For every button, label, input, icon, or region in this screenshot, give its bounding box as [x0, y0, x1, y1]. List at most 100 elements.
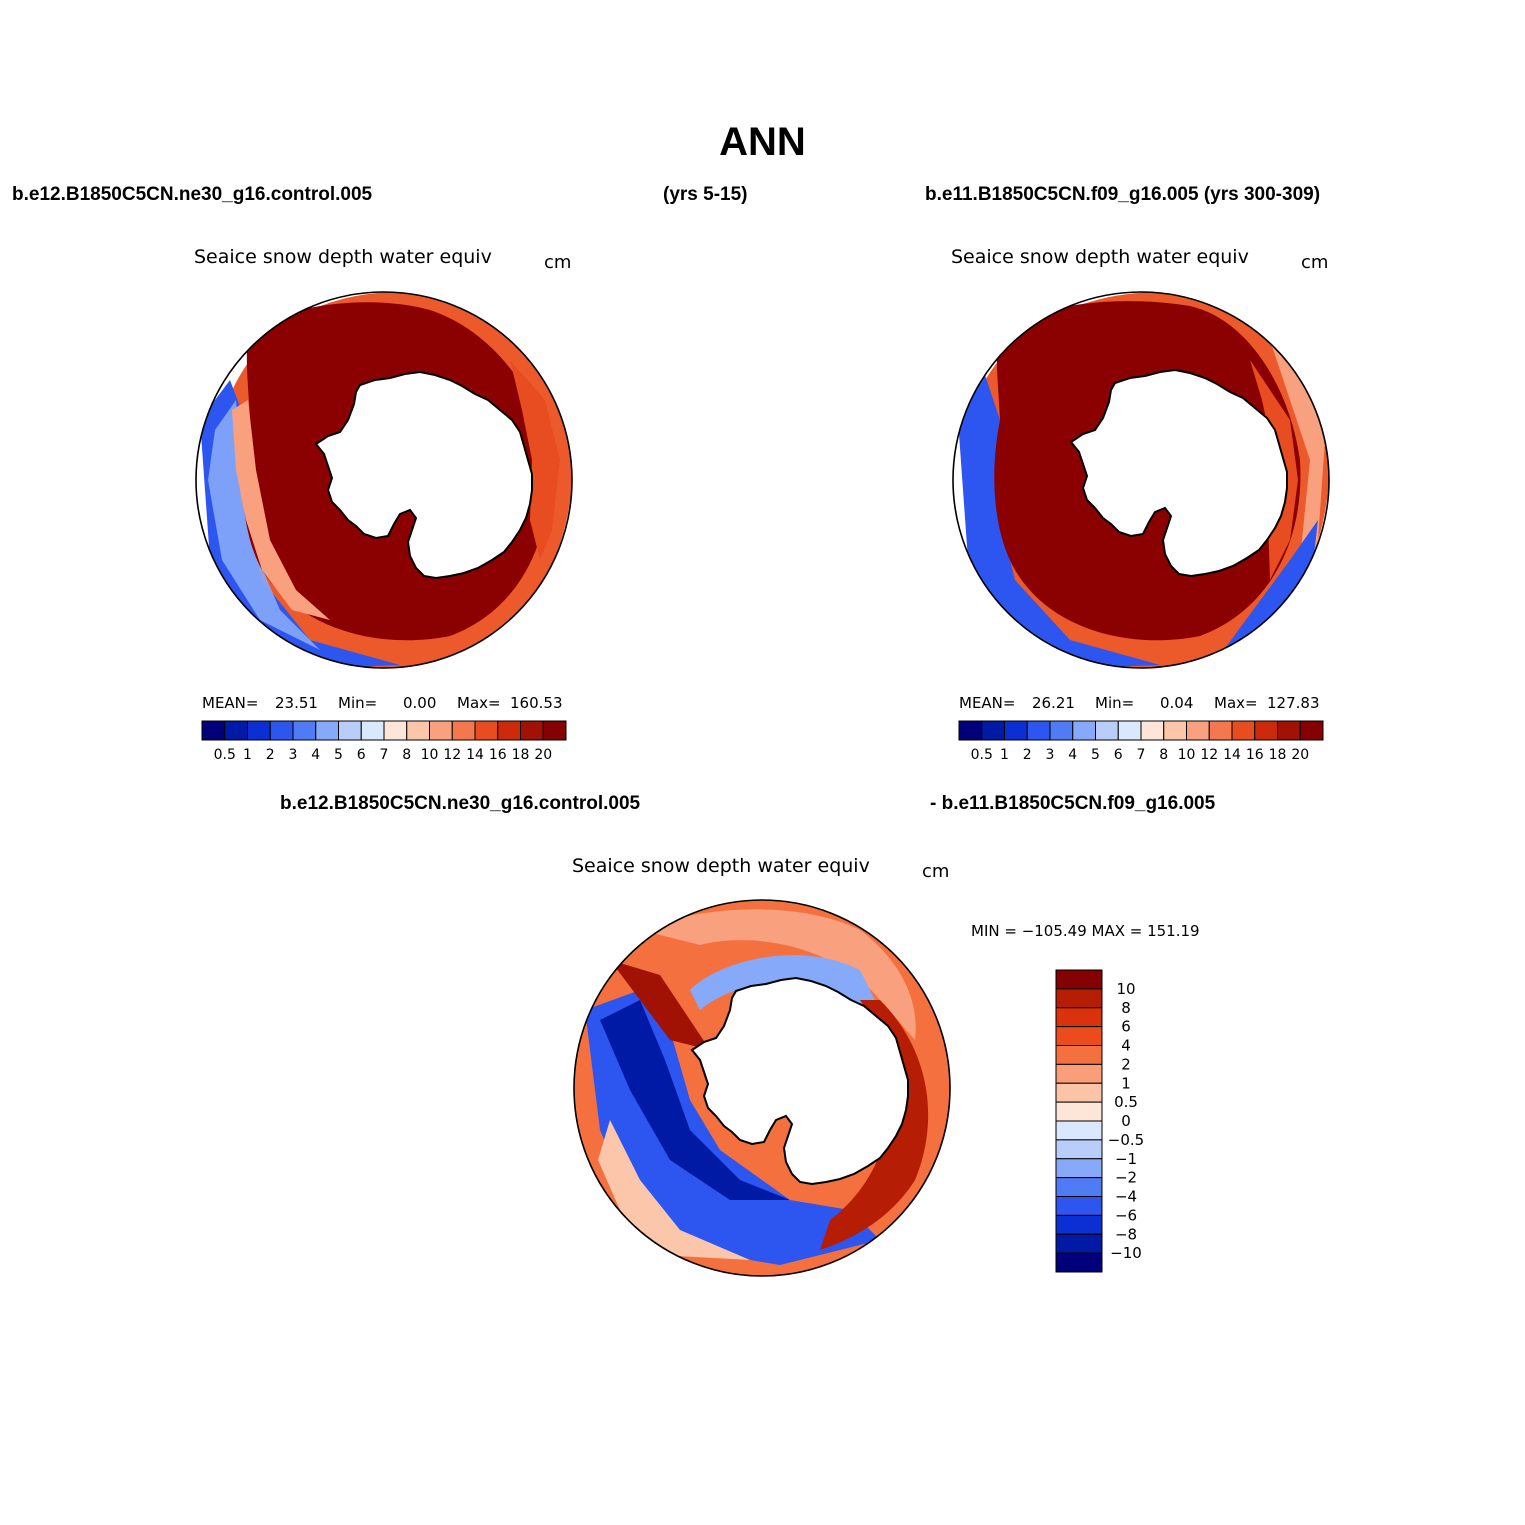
- colorbar1-tick-label: 3: [289, 747, 298, 763]
- colorbar1-tick-label: 6: [357, 747, 366, 763]
- colorbar2-swatch: [981, 720, 1005, 741]
- colorbar2-swatch: [958, 720, 983, 741]
- colorbar-diff-tick-label: −0.5: [1108, 1131, 1144, 1149]
- colorbar1-swatch: [406, 720, 430, 741]
- panel1-mean-label: MEAN=: [202, 694, 259, 712]
- colorbar1-tick-label: 18: [512, 747, 530, 763]
- colorbar2-swatch: [1163, 720, 1187, 741]
- colorbar2-tick-label: 10: [1178, 747, 1196, 763]
- page-title: ANN: [719, 120, 806, 164]
- panel1-units: cm: [544, 252, 572, 273]
- colorbar1-tick-label: 8: [402, 747, 411, 763]
- colorbar2-swatch: [1231, 720, 1256, 741]
- colorbar1-swatch: [474, 720, 499, 741]
- colorbar2-swatch: [1299, 720, 1324, 741]
- colorbar1-swatch: [451, 720, 476, 741]
- diff-minmax: MIN = −105.49 MAX = 151.19: [971, 922, 1200, 940]
- colorbar2-tick-label: 1: [1000, 747, 1009, 763]
- case1-label: b.e12.B1850C5CN.ne30_g16.control.005: [12, 184, 373, 205]
- colorbar-diff-tick-label: 0.5: [1114, 1093, 1138, 1111]
- case1-years: (yrs 5-15): [663, 184, 748, 205]
- colorbar1-swatch: [315, 720, 339, 741]
- panel2-blue-fringe: [958, 375, 1160, 668]
- colorbar2-tick-label: 6: [1114, 747, 1123, 763]
- colorbar-diff-tick-label: −4: [1115, 1188, 1137, 1206]
- colorbar2-tick-label: 16: [1246, 747, 1264, 763]
- colorbar2-swatch: [1049, 720, 1074, 741]
- colorbar1-tick-label: 10: [421, 747, 439, 763]
- panel1-max: 160.53: [510, 694, 563, 712]
- colorbar-diff-swatch: [1055, 988, 1103, 1009]
- colorbar1-tick-label: 2: [266, 747, 275, 763]
- colorbar2-swatch: [1095, 720, 1119, 741]
- colorbar-diff-tick-label: −1: [1115, 1150, 1137, 1168]
- diff-panel-title: Seaice snow depth water equiv: [572, 855, 870, 877]
- colorbar2-tick-label: 0.5: [971, 747, 993, 763]
- panel1-max-label: Max=: [457, 694, 501, 712]
- colorbar-diff-tick-label: 0: [1121, 1112, 1131, 1130]
- panel2-min: 0.04: [1160, 694, 1194, 712]
- colorbar2-swatch: [1026, 720, 1051, 741]
- colorbar-diff-tick-label: −10: [1110, 1244, 1142, 1262]
- colorbar1-tick-label: 0.5: [214, 747, 236, 763]
- colorbar1-tick-label: 5: [334, 747, 343, 763]
- colorbar2-tick-label: 4: [1068, 747, 1077, 763]
- colorbar-diff-tick-label: 1: [1121, 1074, 1131, 1092]
- colorbar-diff-swatch: [1055, 1252, 1103, 1273]
- colorbar1-swatch: [224, 720, 248, 741]
- panel2-max-label: Max=: [1214, 694, 1258, 712]
- colorbar-diff-swatch: [1055, 1139, 1103, 1160]
- colorbar-diff-swatch: [1055, 1082, 1103, 1103]
- colorbar2-tick-label: 20: [1291, 747, 1309, 763]
- colorbar-diff-swatch: [1055, 1158, 1103, 1179]
- colorbar1-tick-label: 7: [380, 747, 389, 763]
- colorbar1-tick-label: 1: [243, 747, 252, 763]
- colorbar2-swatch: [1140, 720, 1165, 741]
- colorbar1-tick-label: 12: [443, 747, 461, 763]
- colorbar1-swatch: [520, 720, 544, 741]
- map-panel-1: [195, 291, 573, 669]
- map-panel-2: [952, 291, 1330, 669]
- colorbar-diff-swatch: [1055, 1063, 1103, 1084]
- colorbar-panel2: 0.5 1 2 3 4 5 6 7 8 10 12 14 16 18 20: [958, 720, 1324, 763]
- colorbar2-swatch: [1004, 720, 1028, 741]
- colorbar-diff-swatch: [1055, 1233, 1103, 1254]
- colorbar1-swatch: [338, 720, 362, 741]
- colorbar-diff-tick-label: −8: [1115, 1225, 1137, 1243]
- colorbar-diff-swatch: [1055, 1045, 1103, 1065]
- colorbar2-swatch: [1254, 720, 1278, 741]
- colorbar-diff-swatch: [1055, 1007, 1103, 1028]
- colorbar1-swatch: [292, 720, 317, 741]
- panel1-mean: 23.51: [275, 694, 318, 712]
- panel1-title: Seaice snow depth water equiv: [194, 246, 492, 268]
- colorbar1-swatch: [383, 720, 408, 741]
- colorbar-diff-swatch: [1055, 1026, 1103, 1046]
- colorbar1-swatch: [247, 720, 271, 741]
- colorbar1-swatch: [542, 720, 567, 741]
- colorbar-diff-tick-label: 8: [1121, 999, 1131, 1017]
- colorbar-diff-swatch: [1055, 1214, 1103, 1235]
- diff-case2-label: - b.e11.B1850C5CN.f09_g16.005: [930, 793, 1216, 814]
- colorbar2-swatch: [1277, 720, 1301, 741]
- colorbar2-tick-label: 2: [1023, 747, 1032, 763]
- panel1-min: 0.00: [403, 694, 437, 712]
- colorbar1-tick-label: 14: [466, 747, 484, 763]
- colorbar2-swatch: [1186, 720, 1210, 741]
- colorbar2-swatch: [1117, 720, 1142, 741]
- colorbar-diff-swatch: [1055, 969, 1103, 990]
- panel2-min-label: Min=: [1095, 694, 1135, 712]
- colorbar-diff-tick-label: −2: [1115, 1169, 1137, 1187]
- panel2-mean-label: MEAN=: [959, 694, 1016, 712]
- colorbar2-tick-label: 5: [1091, 747, 1100, 763]
- colorbar-diff-tick-label: 2: [1121, 1055, 1131, 1073]
- colorbar-diff-tick-label: 4: [1121, 1037, 1131, 1055]
- colorbar2-tick-label: 18: [1269, 747, 1287, 763]
- colorbar2-swatch: [1208, 720, 1233, 741]
- colorbar-diff-swatch: [1055, 1196, 1103, 1216]
- colorbar1-swatch: [201, 720, 226, 741]
- colorbar-diff-tick-label: 6: [1121, 1018, 1131, 1036]
- colorbar-diff-swatch: [1055, 1120, 1103, 1141]
- colorbar-diff-swatch: [1055, 1101, 1103, 1122]
